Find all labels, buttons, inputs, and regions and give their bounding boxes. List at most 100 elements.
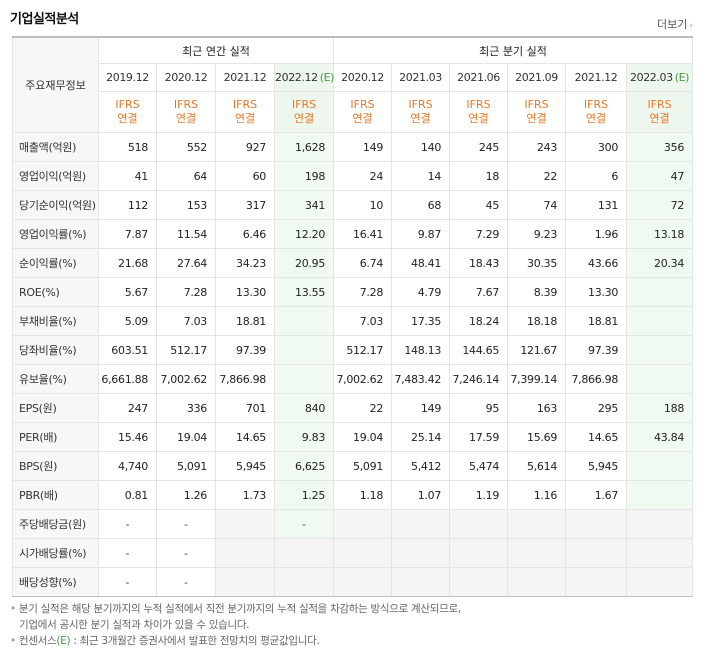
table-cell: 1.26 xyxy=(156,480,216,510)
table-cell: 4.79 xyxy=(391,277,451,307)
table-cell: 6 xyxy=(565,161,628,191)
table-cell: 356 xyxy=(626,132,694,162)
footnote-2: • 컨센서스(E) : 최근 3개월간 증권사에서 발표한 전망치의 평균값입니다… xyxy=(10,635,320,647)
table-cell: 1.07 xyxy=(391,480,451,510)
table-cell xyxy=(215,509,275,539)
section-title: 기업실적분석 xyxy=(10,12,79,27)
table-row: ROE(%) 5.67 7.28 13.30 13.55 7.28 4.79 7.67 8.39… xyxy=(12,277,694,307)
table-cell: 17.59 xyxy=(449,422,509,452)
table-cell xyxy=(391,509,451,539)
table-cell: 1.16 xyxy=(507,480,567,510)
period-label: 2021.12 xyxy=(574,71,618,84)
period-label: 2021.06 xyxy=(457,71,500,84)
table-cell: 1.25 xyxy=(273,480,335,510)
table-cell: 198 xyxy=(273,161,335,191)
row-label: 유보율(%) xyxy=(12,364,99,394)
table-cell: 18.81 xyxy=(565,306,628,336)
table-row: 배당성향(%) - - xyxy=(12,567,694,597)
table-cell: 243 xyxy=(507,132,567,162)
table-cell xyxy=(273,335,335,365)
table-cell: - xyxy=(156,567,216,597)
table-cell: 15.69 xyxy=(507,422,567,452)
table-cell xyxy=(626,567,694,597)
table-cell: 97.39 xyxy=(565,335,628,365)
table-cell xyxy=(626,335,694,365)
ifrs-bottom: 연결 xyxy=(526,112,547,125)
table-row: 매출액(억원) 518 552 927 1,628 149 140 245 243 300 356 xyxy=(12,132,694,162)
period-label: 2022.12 xyxy=(275,71,318,84)
table-cell: 7.28 xyxy=(333,277,393,307)
table-cell: 840 xyxy=(273,393,335,423)
row-label: 당좌비율(%) xyxy=(12,335,99,365)
table-cell: 74 xyxy=(507,190,567,220)
ifrs-bottom: 연결 xyxy=(352,112,373,125)
table-cell: 7,483.42 xyxy=(391,364,451,394)
table-cell: 927 xyxy=(215,132,275,162)
table-cell xyxy=(626,364,694,394)
table-cell: 20.34 xyxy=(626,248,694,278)
table-cell xyxy=(333,509,393,539)
period-header-quarter-2021-09: 2021.09 xyxy=(507,63,567,92)
table-cell: 1.67 xyxy=(565,480,628,510)
table-cell: 25.14 xyxy=(391,422,451,452)
period-label: 2019.12 xyxy=(106,71,149,84)
table-cell: 153 xyxy=(156,190,216,220)
row-label: 부채비율(%) xyxy=(12,306,99,336)
ifrs-top: IFRS xyxy=(524,98,549,111)
table-cell: - xyxy=(98,509,157,539)
ifrs-label: IFRS 연결 xyxy=(273,91,335,133)
table-cell: - xyxy=(156,509,216,539)
table-cell: 5,474 xyxy=(449,451,509,481)
ifrs-label: IFRS 연결 xyxy=(98,91,157,133)
table-cell: 30.35 xyxy=(507,248,567,278)
table-cell: 5.09 xyxy=(98,306,157,336)
period-header-quarter-2021-12: 2021.12 xyxy=(565,63,628,92)
table-cell: 0.81 xyxy=(98,480,157,510)
table-cell: 7.28 xyxy=(156,277,216,307)
table-cell xyxy=(565,538,628,568)
ifrs-top: IFRS xyxy=(350,98,375,111)
table-cell: 41 xyxy=(98,161,157,191)
table-cell: 48.41 xyxy=(391,248,451,278)
ifrs-bottom: 연결 xyxy=(585,112,607,125)
table-cell: 112 xyxy=(98,190,157,220)
table-row: 당좌비율(%) 603.51 512.17 97.39 512.17 148.13 144.… xyxy=(12,335,694,365)
table-cell: 12.20 xyxy=(273,219,335,249)
table-row: 영업이익(억원) 41 64 60 198 24 14 18 22 6 47 xyxy=(12,161,694,191)
table-cell: 43.84 xyxy=(626,422,694,452)
ifrs-bottom: 연결 xyxy=(234,112,256,125)
table-cell xyxy=(507,509,567,539)
table-row: 시가배당률(%) - - xyxy=(12,538,694,568)
more-link-label: 더보기 xyxy=(657,18,688,31)
table-cell: 6.74 xyxy=(333,248,393,278)
chevron-right-icon: › xyxy=(689,21,693,31)
table-cell xyxy=(391,567,451,597)
table-cell: 5.67 xyxy=(98,277,157,307)
table-cell: 72 xyxy=(626,190,694,220)
table-cell: 7.29 xyxy=(449,219,509,249)
footnote-2-mark: (E) xyxy=(56,635,71,647)
table-cell: 43.66 xyxy=(565,248,628,278)
ifrs-label: IFRS 연결 xyxy=(507,91,567,133)
table-cell: 6,625 xyxy=(273,451,335,481)
table-cell: 18 xyxy=(449,161,509,191)
more-link[interactable]: 더보기 › xyxy=(657,16,693,32)
ifrs-top: IFRS xyxy=(115,98,140,111)
table-cell: 603.51 xyxy=(98,335,157,365)
table-cell xyxy=(273,364,335,394)
estimate-mark: (E) xyxy=(319,71,335,84)
table-cell: 7.67 xyxy=(449,277,509,307)
row-label: 당기순이익(억원) xyxy=(12,190,99,220)
table-cell: 247 xyxy=(98,393,157,423)
main-info-header: 주요재무정보 xyxy=(12,36,99,133)
table-cell: 5,945 xyxy=(565,451,628,481)
table-cell: 7,866.98 xyxy=(215,364,275,394)
table-cell: 9.87 xyxy=(391,219,451,249)
table-cell: 7.03 xyxy=(156,306,216,336)
ifrs-label: IFRS 연결 xyxy=(156,91,216,133)
table-cell: 188 xyxy=(626,393,694,423)
table-cell: 144.65 xyxy=(449,335,509,365)
table-cell: 18.18 xyxy=(507,306,567,336)
table-row: 순이익률(%) 21.68 27.64 34.23 20.95 6.74 48.41 18.4… xyxy=(12,248,694,278)
table-cell: 701 xyxy=(215,393,275,423)
